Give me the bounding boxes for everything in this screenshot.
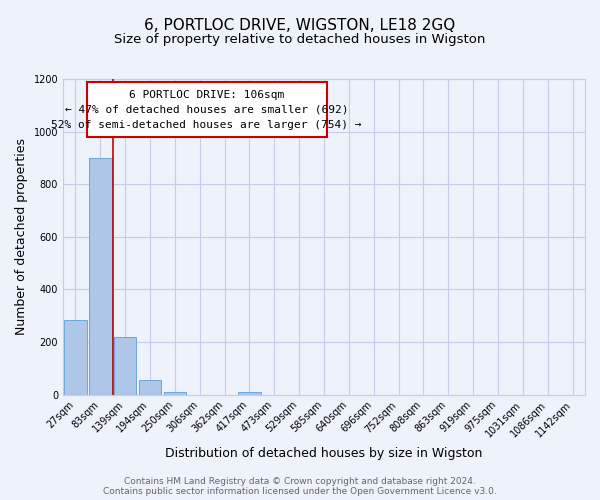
FancyBboxPatch shape xyxy=(86,82,326,138)
Y-axis label: Number of detached properties: Number of detached properties xyxy=(15,138,28,336)
Bar xyxy=(89,158,112,394)
Text: Contains public sector information licensed under the Open Government Licence v3: Contains public sector information licen… xyxy=(103,487,497,496)
Bar xyxy=(114,337,136,394)
Text: Size of property relative to detached houses in Wigston: Size of property relative to detached ho… xyxy=(115,32,485,46)
Text: Contains HM Land Registry data © Crown copyright and database right 2024.: Contains HM Land Registry data © Crown c… xyxy=(124,477,476,486)
Bar xyxy=(139,380,161,394)
Text: 6, PORTLOC DRIVE, WIGSTON, LE18 2GQ: 6, PORTLOC DRIVE, WIGSTON, LE18 2GQ xyxy=(145,18,455,32)
X-axis label: Distribution of detached houses by size in Wigston: Distribution of detached houses by size … xyxy=(166,447,483,460)
Bar xyxy=(164,392,186,394)
Text: 6 PORTLOC DRIVE: 106sqm
← 47% of detached houses are smaller (692)
52% of semi-d: 6 PORTLOC DRIVE: 106sqm ← 47% of detache… xyxy=(52,90,362,130)
Bar xyxy=(64,320,86,394)
Bar xyxy=(238,392,260,394)
